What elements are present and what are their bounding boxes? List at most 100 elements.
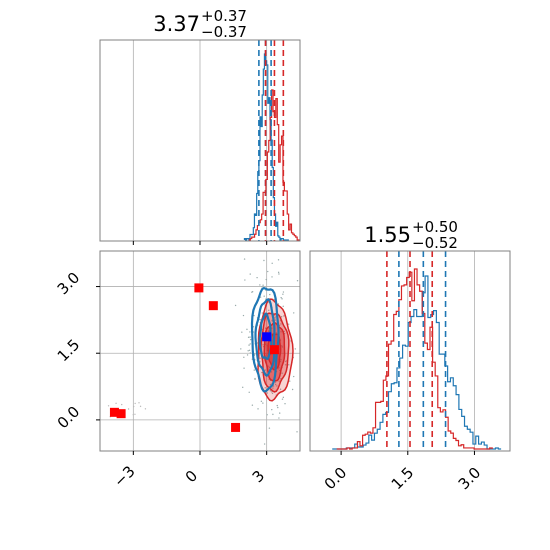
sample-point: [278, 273, 280, 275]
sample-point: [289, 380, 291, 382]
sample-point: [296, 431, 298, 433]
sample-point: [249, 336, 251, 338]
sample-point: [248, 391, 250, 393]
sample-point: [268, 330, 270, 332]
title-param1-minus: −0.37: [201, 23, 247, 41]
sample-point: [243, 356, 245, 358]
sample-point: [249, 343, 251, 345]
sample-point: [274, 319, 277, 321]
sample-point: [276, 385, 278, 387]
sample-point: [144, 408, 147, 410]
sample-point: [294, 348, 297, 350]
sample-point: [257, 408, 259, 410]
sample-point: [132, 414, 134, 416]
sample-point: [268, 366, 271, 368]
sample-point: [269, 293, 271, 296]
sample-point: [247, 336, 250, 339]
sample-point: [262, 284, 264, 286]
sample-point: [277, 271, 280, 274]
sample-point: [282, 293, 284, 295]
sample-point: [254, 353, 256, 355]
title-param2: 1.55: [364, 223, 411, 247]
sample-point: [240, 348, 242, 350]
sample-point: [278, 367, 280, 369]
joint-panel: −3 0 3 0.0 1.5 3.0: [54, 250, 301, 491]
sample-point: [265, 353, 268, 355]
sample-point: [266, 392, 269, 394]
marker-blue-0: [262, 332, 272, 342]
sample-point: [243, 258, 246, 260]
marker-red-3: [116, 409, 126, 419]
sample-point: [280, 315, 283, 318]
sample-point: [296, 279, 299, 282]
sample-point: [246, 354, 249, 356]
sample-point: [256, 276, 258, 279]
sample-point: [283, 315, 285, 317]
marginal-panel-param1: 3.37 +0.37 −0.37: [99, 7, 301, 245]
sample-point: [246, 328, 248, 331]
sample-point: [282, 396, 285, 399]
sample-point: [279, 388, 282, 390]
sample-point: [277, 259, 280, 261]
sample-point: [107, 405, 110, 407]
hist-param2-blue: [332, 275, 502, 450]
sample-point: [288, 364, 290, 366]
sample-point: [279, 412, 281, 414]
sample-point: [252, 326, 255, 328]
sample-point: [139, 405, 142, 408]
sample-point: [263, 295, 265, 297]
sample-point: [248, 344, 250, 346]
contour-blue-2: [258, 312, 273, 361]
sample-point: [263, 443, 266, 445]
sample-point: [274, 383, 277, 386]
marker-red-4: [231, 422, 241, 432]
sample-point: [262, 402, 264, 404]
sample-point: [271, 408, 273, 411]
sample-point: [134, 413, 136, 415]
sample-point: [248, 349, 251, 351]
sample-point: [262, 344, 264, 346]
title-param1: 3.37: [153, 12, 200, 36]
sample-point: [271, 391, 273, 393]
sample-point: [268, 427, 271, 429]
sample-point: [242, 386, 244, 389]
sample-point: [265, 343, 267, 345]
sample-point: [269, 383, 272, 386]
title-param2-plus: +0.50: [412, 218, 458, 236]
sample-point: [249, 338, 252, 341]
sample-point: [263, 259, 265, 262]
sample-point: [134, 402, 136, 405]
sample-point: [293, 375, 295, 378]
sample-point: [249, 273, 251, 275]
sample-point: [281, 298, 283, 300]
sample-point: [259, 357, 261, 359]
sample-point: [265, 355, 267, 357]
sample-point: [253, 369, 255, 371]
sample-point: [133, 405, 135, 408]
sample-point: [280, 331, 282, 333]
sample-point: [127, 408, 130, 410]
marker-red-1: [208, 301, 218, 311]
sample-point: [251, 404, 254, 406]
contour-blue-0: [250, 286, 280, 393]
sample-point: [280, 296, 282, 299]
sample-point: [138, 402, 140, 404]
sample-point: [259, 284, 261, 286]
sample-point: [278, 417, 280, 419]
sample-point: [275, 332, 277, 334]
marker-red-0: [194, 283, 204, 293]
sample-point: [115, 402, 117, 405]
sample-point: [281, 346, 284, 348]
sample-point: [282, 291, 285, 293]
sample-point: [271, 276, 273, 278]
sample-point: [265, 278, 267, 281]
marker-red-5: [269, 345, 279, 355]
sample-point: [270, 371, 272, 373]
sample-point: [261, 312, 264, 314]
sample-point: [121, 403, 123, 406]
sample-point: [277, 406, 279, 409]
sample-point: [280, 323, 282, 325]
sample-point: [267, 270, 269, 273]
sample-point: [242, 314, 245, 317]
